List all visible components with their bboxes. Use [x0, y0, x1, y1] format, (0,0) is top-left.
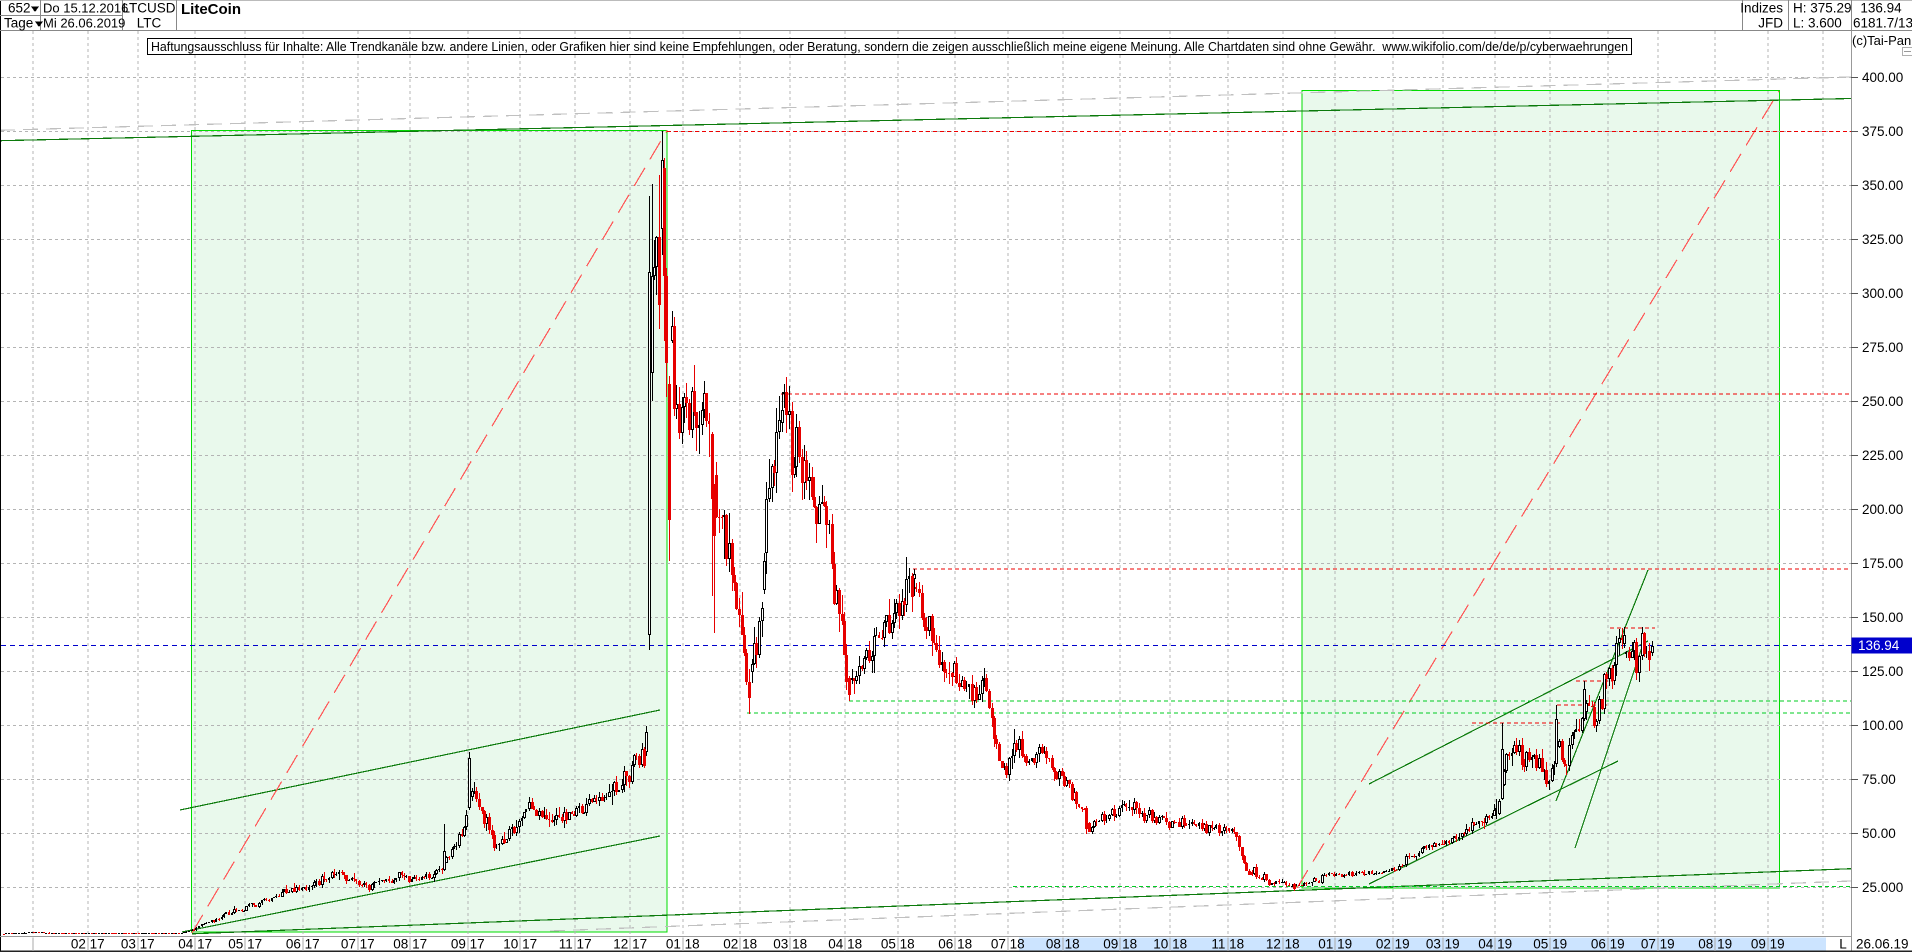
svg-text:125.00: 125.00	[1862, 664, 1903, 679]
svg-text:01 18: 01 18	[666, 937, 700, 952]
svg-text:JFD: JFD	[1758, 16, 1783, 31]
svg-text:03 17: 03 17	[121, 937, 155, 952]
svg-text:250.00: 250.00	[1862, 394, 1903, 409]
svg-text:07 18: 07 18	[991, 937, 1025, 952]
svg-text:100.00: 100.00	[1862, 718, 1903, 733]
svg-text:06 18: 06 18	[938, 937, 972, 952]
svg-text:150.00: 150.00	[1862, 610, 1903, 625]
svg-text:09 19: 09 19	[1751, 937, 1785, 952]
svg-text:325.00: 325.00	[1862, 232, 1903, 247]
svg-text:08 18: 08 18	[1046, 937, 1080, 952]
svg-text:Do 15.12.2016: Do 15.12.2016	[43, 1, 128, 16]
svg-text:12 18: 12 18	[1266, 937, 1300, 952]
svg-text:H: 375.29: H: 375.29	[1793, 1, 1852, 16]
svg-text:04 19: 04 19	[1478, 937, 1512, 952]
svg-text:Tage: Tage	[4, 16, 33, 31]
svg-text:09 18: 09 18	[1103, 937, 1137, 952]
svg-text:25.000: 25.000	[1862, 880, 1903, 895]
svg-text:652: 652	[8, 1, 31, 16]
svg-text:L: L	[1839, 937, 1847, 952]
svg-text:02 18: 02 18	[723, 937, 757, 952]
svg-text:6181.7/134: 6181.7/134	[1853, 16, 1912, 31]
svg-text:06 17: 06 17	[286, 937, 320, 952]
svg-text:LTCUSD: LTCUSD	[122, 1, 175, 16]
svg-text:26.06.19: 26.06.19	[1856, 937, 1909, 952]
svg-text:375.00: 375.00	[1862, 124, 1903, 139]
svg-text:50.00: 50.00	[1862, 826, 1896, 841]
svg-text:05 18: 05 18	[881, 937, 915, 952]
svg-text:09 17: 09 17	[451, 937, 485, 952]
svg-text:03 19: 03 19	[1426, 937, 1460, 952]
svg-text:275.00: 275.00	[1862, 340, 1903, 355]
svg-text:07 17: 07 17	[341, 937, 375, 952]
svg-text:LiteCoin: LiteCoin	[181, 1, 241, 18]
svg-text:Mi 26.06.2019: Mi 26.06.2019	[43, 16, 125, 31]
svg-text:400.00: 400.00	[1862, 70, 1903, 85]
svg-text:10 18: 10 18	[1153, 937, 1187, 952]
svg-text:200.00: 200.00	[1862, 502, 1903, 517]
svg-text:08 19: 08 19	[1698, 937, 1732, 952]
svg-text:04 18: 04 18	[828, 937, 862, 952]
svg-text:300.00: 300.00	[1862, 286, 1903, 301]
svg-text:08 17: 08 17	[393, 937, 427, 952]
svg-text:Indizes: Indizes	[1740, 1, 1783, 16]
svg-text:175.00: 175.00	[1862, 556, 1903, 571]
svg-text:136.94: 136.94	[1860, 1, 1902, 16]
svg-text:04 17: 04 17	[178, 937, 212, 952]
svg-text:LTC: LTC	[137, 16, 162, 31]
svg-text:03 18: 03 18	[773, 937, 807, 952]
svg-text:06 19: 06 19	[1591, 937, 1625, 952]
svg-text:L: 3.600: L: 3.600	[1793, 16, 1842, 31]
svg-text:11 17: 11 17	[559, 937, 592, 952]
svg-text:(c)Tai-Pan: (c)Tai-Pan	[1852, 33, 1911, 48]
svg-text:07 19: 07 19	[1641, 937, 1675, 952]
svg-text:350.00: 350.00	[1862, 178, 1903, 193]
svg-text:11 18: 11 18	[1211, 937, 1244, 952]
svg-text:136.94: 136.94	[1858, 638, 1900, 653]
svg-text:10 17: 10 17	[503, 937, 537, 952]
svg-text:05 17: 05 17	[228, 937, 262, 952]
svg-text:02 17: 02 17	[71, 937, 105, 952]
svg-text:05 19: 05 19	[1533, 937, 1567, 952]
svg-text:225.00: 225.00	[1862, 448, 1903, 463]
svg-text:01 19: 01 19	[1318, 937, 1352, 952]
svg-text:75.00: 75.00	[1862, 772, 1896, 787]
svg-text:02 19: 02 19	[1376, 937, 1410, 952]
svg-text:12 17: 12 17	[613, 937, 647, 952]
svg-text:Haftungsausschluss für Inhalte: Haftungsausschluss für Inhalte: Alle Tre…	[151, 39, 1628, 54]
